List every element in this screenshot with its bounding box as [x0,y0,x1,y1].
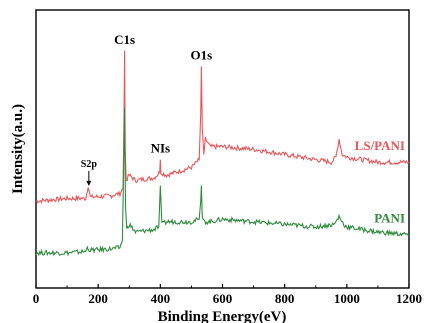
x-tick-label: 600 [213,291,233,306]
x-tick-label: 400 [151,291,171,306]
annotation-layer: S2p C1s NIs O1s [81,32,212,186]
series-line-pani [35,107,410,257]
peak-label: NIs [151,141,171,156]
y-axis-label: Intensity(a.u.) [10,104,26,194]
x-tick-label: 200 [88,291,108,306]
x-tick-label: 1200 [396,291,422,306]
x-axis-ticks: 0 200 400 600 800 1000 1200 [33,284,422,306]
peak-arrow-head [86,180,92,186]
series-label: PANI [374,211,405,226]
series-label: LS/PANI [355,138,405,153]
peak-label: O1s [191,47,213,62]
x-tick-label: 0 [33,291,40,306]
x-axis-label: Binding Energy(eV) [158,309,287,323]
series-layer [35,50,410,257]
peak-label: S2p [81,159,98,170]
x-tick-label: 1000 [334,291,360,306]
plot-frame [35,9,410,289]
peak-label: C1s [114,32,135,47]
x-tick-label: 800 [275,291,295,306]
series-labels: LS/PANI PANI [355,138,405,225]
series-line-ls-pani [35,50,410,205]
